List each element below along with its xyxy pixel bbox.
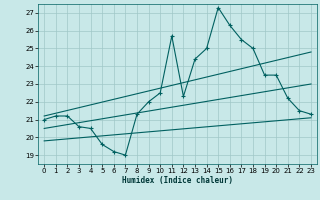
X-axis label: Humidex (Indice chaleur): Humidex (Indice chaleur)	[122, 176, 233, 185]
